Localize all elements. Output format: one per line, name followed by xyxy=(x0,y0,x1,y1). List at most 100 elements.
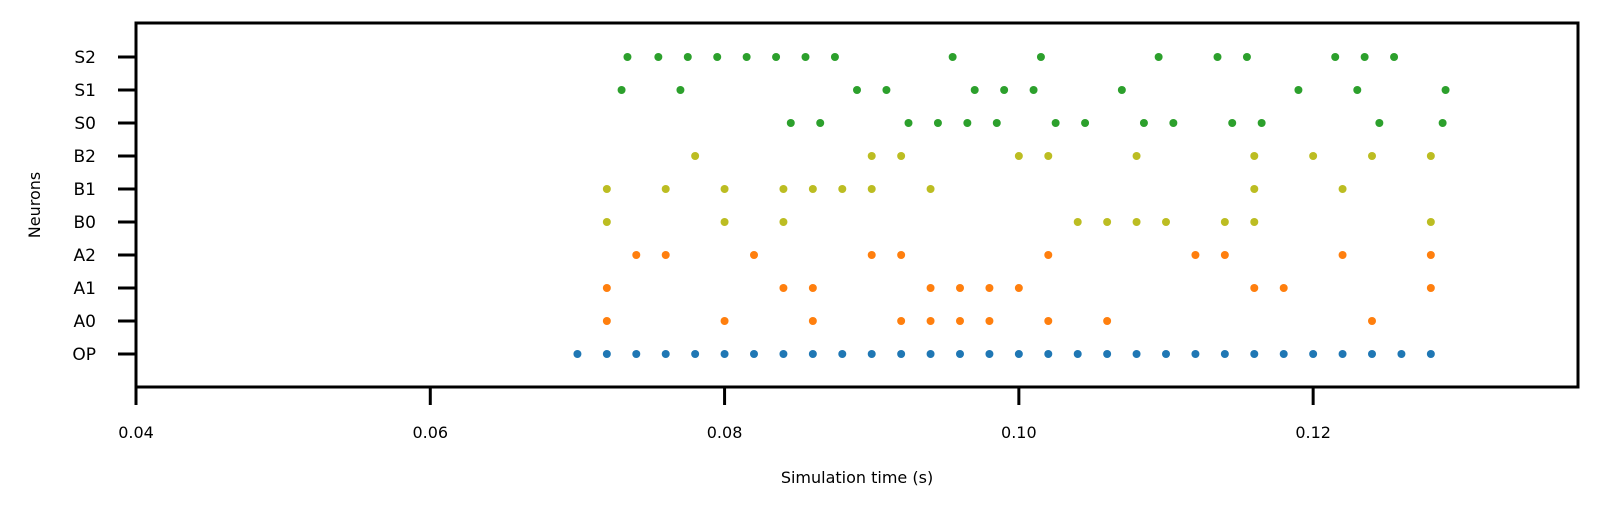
spike-point-a2-2 xyxy=(750,251,758,259)
spike-point-op-28 xyxy=(1397,350,1406,358)
spike-point-b1-2 xyxy=(720,185,729,193)
y-tick-label-b2: B2 xyxy=(74,147,96,167)
x-tick-label-2: 0.08 xyxy=(707,423,743,442)
spike-point-b1-9 xyxy=(1338,185,1347,193)
x-tick-label-3: 0.10 xyxy=(1001,423,1037,442)
y-axis-label: Neurons xyxy=(25,172,44,238)
spike-point-b0-6 xyxy=(1162,218,1170,226)
spike-point-a2-8 xyxy=(1338,251,1347,259)
y-axis-ticks: OP A0 A1 A2 B0 B1 B2 S0 S1 S2 xyxy=(72,48,136,365)
y-tick-label-s2: S2 xyxy=(74,48,96,68)
spike-point-a1-3 xyxy=(926,284,935,292)
y-tick-label-b0: B0 xyxy=(74,213,96,233)
spike-point-s0-10 xyxy=(1228,119,1237,127)
spike-point-op-7 xyxy=(779,350,788,358)
spike-point-s2-8 xyxy=(948,53,957,61)
spike-point-b2-7 xyxy=(1309,152,1318,160)
spike-point-a2-0 xyxy=(632,251,641,259)
y-tick-label-a2: A2 xyxy=(74,246,96,266)
spike-point-b1-6 xyxy=(867,185,876,193)
spike-point-s1-10 xyxy=(1441,86,1450,94)
spike-point-op-0 xyxy=(573,350,582,358)
spike-point-a1-2 xyxy=(808,284,817,292)
spike-point-a1-4 xyxy=(956,284,964,292)
spike-point-b2-4 xyxy=(1044,152,1053,160)
spike-point-a0-9 xyxy=(1368,317,1376,325)
spike-point-op-29 xyxy=(1426,350,1435,358)
spike-point-a2-6 xyxy=(1191,251,1200,259)
spike-point-b2-3 xyxy=(1014,152,1023,160)
spike-point-a0-1 xyxy=(720,317,729,325)
spike-point-op-6 xyxy=(750,350,758,358)
spike-point-s0-8 xyxy=(1139,119,1148,127)
spike-point-b2-5 xyxy=(1132,152,1141,160)
spike-point-a1-0 xyxy=(602,284,611,292)
spike-point-s2-1 xyxy=(654,53,663,61)
spike-point-s1-7 xyxy=(1117,86,1126,94)
spike-point-b0-2 xyxy=(779,218,788,226)
spike-point-s2-12 xyxy=(1242,53,1251,61)
spike-point-op-12 xyxy=(926,350,935,358)
y-tick-label-a1: A1 xyxy=(74,279,96,299)
spike-point-a2-9 xyxy=(1426,251,1435,259)
spike-point-a2-5 xyxy=(1044,251,1053,259)
spike-point-b0-7 xyxy=(1220,218,1229,226)
spike-point-b0-8 xyxy=(1250,218,1259,226)
spike-point-a1-7 xyxy=(1250,284,1259,292)
spike-point-b0-0 xyxy=(602,218,611,226)
spike-point-s0-4 xyxy=(963,119,972,127)
spike-point-b2-1 xyxy=(867,152,876,160)
spike-point-a0-8 xyxy=(1103,317,1112,325)
spike-point-op-11 xyxy=(897,350,906,358)
spike-point-s0-6 xyxy=(1051,119,1060,127)
spike-point-op-26 xyxy=(1338,350,1347,358)
spike-point-op-24 xyxy=(1279,350,1288,358)
spike-point-a2-1 xyxy=(661,251,670,259)
spike-point-b2-9 xyxy=(1426,152,1435,160)
spike-point-op-20 xyxy=(1162,350,1170,358)
spike-point-s1-6 xyxy=(1029,86,1038,94)
spike-point-b1-3 xyxy=(779,185,788,193)
y-tick-label-b1: B1 xyxy=(74,180,96,200)
spike-point-s1-2 xyxy=(853,86,861,94)
spike-point-op-21 xyxy=(1191,350,1200,358)
spike-point-b1-8 xyxy=(1250,185,1259,193)
spike-point-b1-5 xyxy=(838,185,847,193)
y-tick-label-op: OP xyxy=(72,345,96,365)
spike-point-s1-1 xyxy=(676,86,685,94)
spike-point-s1-5 xyxy=(1000,86,1009,94)
spike-point-s2-13 xyxy=(1331,53,1340,61)
spike-point-a2-3 xyxy=(867,251,876,259)
spike-point-b0-3 xyxy=(1073,218,1082,226)
spike-point-s2-5 xyxy=(772,53,781,61)
spike-point-op-22 xyxy=(1220,350,1229,358)
spike-point-a0-5 xyxy=(956,317,964,325)
x-tick-label-1: 0.06 xyxy=(412,423,448,442)
spike-point-s2-10 xyxy=(1154,53,1163,61)
spike-point-op-18 xyxy=(1103,350,1112,358)
spike-points xyxy=(573,53,1450,358)
spike-point-b0-1 xyxy=(720,218,729,226)
spike-point-b2-0 xyxy=(691,152,700,160)
spike-point-b0-9 xyxy=(1426,218,1435,226)
spike-point-s0-13 xyxy=(1438,119,1447,127)
spike-point-s1-3 xyxy=(882,86,891,94)
spike-point-op-4 xyxy=(691,350,700,358)
spike-point-s2-9 xyxy=(1036,53,1045,61)
spike-point-s0-11 xyxy=(1257,119,1266,127)
spike-point-a0-0 xyxy=(602,317,611,325)
spike-point-op-14 xyxy=(985,350,994,358)
spike-point-op-9 xyxy=(838,350,847,358)
spike-point-op-10 xyxy=(867,350,876,358)
spike-point-a1-6 xyxy=(1014,284,1023,292)
spike-point-s0-2 xyxy=(904,119,913,127)
spike-point-s2-7 xyxy=(830,53,839,61)
spike-point-s2-6 xyxy=(801,53,810,61)
spike-point-a1-5 xyxy=(985,284,994,292)
spike-point-s1-9 xyxy=(1353,86,1362,94)
spike-point-s2-3 xyxy=(713,53,722,61)
spike-point-s0-3 xyxy=(933,119,942,127)
spike-point-op-1 xyxy=(602,350,611,358)
spike-point-op-16 xyxy=(1044,350,1053,358)
